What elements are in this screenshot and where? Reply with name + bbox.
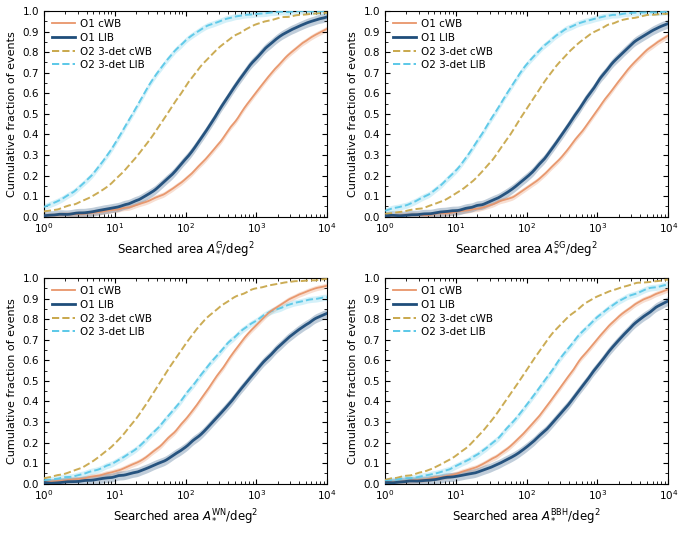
Legend: O1 cWB, O1 LIB, O2 3-det cWB, O2 3-det LIB: O1 cWB, O1 LIB, O2 3-det cWB, O2 3-det L… — [390, 16, 497, 73]
Y-axis label: Cumulative fraction of events: Cumulative fraction of events — [7, 298, 17, 464]
X-axis label: Searched area $A_*^\mathrm{WN}/\mathrm{deg}^2$: Searched area $A_*^\mathrm{WN}/\mathrm{d… — [113, 508, 258, 527]
X-axis label: Searched area $A_*^\mathrm{SG}/\mathrm{deg}^2$: Searched area $A_*^\mathrm{SG}/\mathrm{d… — [456, 241, 598, 260]
Legend: O1 cWB, O1 LIB, O2 3-det cWB, O2 3-det LIB: O1 cWB, O1 LIB, O2 3-det cWB, O2 3-det L… — [49, 283, 155, 340]
Y-axis label: Cumulative fraction of events: Cumulative fraction of events — [348, 31, 358, 197]
Y-axis label: Cumulative fraction of events: Cumulative fraction of events — [348, 298, 358, 464]
Y-axis label: Cumulative fraction of events: Cumulative fraction of events — [7, 31, 17, 197]
X-axis label: Searched area $A_*^\mathrm{BBH}/\mathrm{deg}^2$: Searched area $A_*^\mathrm{BBH}/\mathrm{… — [452, 508, 601, 527]
Legend: O1 cWB, O1 LIB, O2 3-det cWB, O2 3-det LIB: O1 cWB, O1 LIB, O2 3-det cWB, O2 3-det L… — [49, 16, 155, 73]
Legend: O1 cWB, O1 LIB, O2 3-det cWB, O2 3-det LIB: O1 cWB, O1 LIB, O2 3-det cWB, O2 3-det L… — [390, 283, 497, 340]
X-axis label: Searched area $A_*^\mathrm{G}/\mathrm{deg}^2$: Searched area $A_*^\mathrm{G}/\mathrm{de… — [116, 241, 254, 260]
